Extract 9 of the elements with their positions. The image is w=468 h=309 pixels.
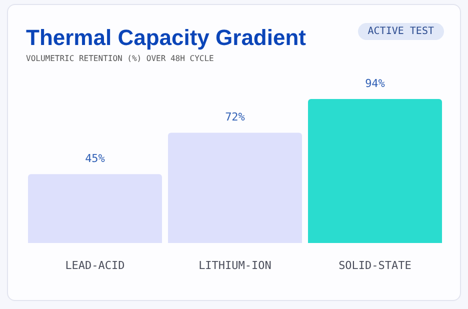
data-label: 94% (365, 77, 386, 90)
x-tick-label: LEAD-ACID (65, 258, 125, 272)
x-tick-label: SOLID-STATE (338, 258, 412, 272)
x-tick-label: LITHIUM-ION (198, 258, 272, 272)
text: ACTIVE TEST (358, 23, 444, 40)
data-label: 45% (85, 152, 106, 166)
chart-title: Thermal Capacity Gradient (26, 25, 306, 51)
data-label: 72% (225, 110, 246, 124)
chart-subtitle: VOLUMETRIC RETENTION (%) OVER 48H CYCLE (26, 54, 214, 63)
